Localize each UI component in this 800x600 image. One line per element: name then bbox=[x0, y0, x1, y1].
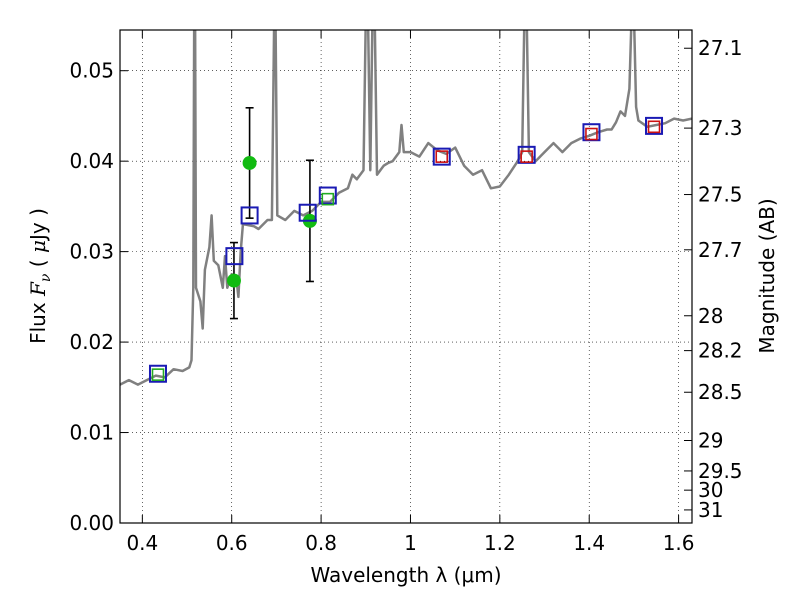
magnitude-tick-label: 27.7 bbox=[698, 238, 743, 262]
y-tick-label: 0.01 bbox=[69, 421, 114, 445]
model-inner-square bbox=[585, 127, 598, 141]
magnitude-tick-label: 29.5 bbox=[698, 459, 743, 483]
model-square bbox=[432, 147, 451, 166]
x-tick-label: 0.6 bbox=[216, 531, 248, 555]
y-tick-label: 0.00 bbox=[69, 511, 114, 535]
model-inner-square bbox=[321, 192, 335, 206]
y-tick-label: 0.03 bbox=[69, 240, 114, 264]
model-square bbox=[645, 116, 664, 135]
model-square bbox=[298, 203, 317, 222]
model-inner-square bbox=[151, 368, 165, 381]
model-square bbox=[225, 247, 244, 266]
x-axis-label: Wavelength λ (μm) bbox=[310, 563, 501, 587]
y-tick-label: 0.04 bbox=[69, 149, 114, 173]
observed-point bbox=[226, 273, 241, 288]
x-tick-label: 0.4 bbox=[126, 531, 158, 555]
axis-tick-labels: 0.4 0.6 0.8 1 1.2 1.4 1.6 0.00 0.01 0.02 0.03 0.04 0… bbox=[69, 36, 742, 555]
axis-ticks bbox=[120, 30, 692, 524]
magnitude-tick-label: 28 bbox=[698, 304, 723, 328]
x-tick-label: 1.6 bbox=[663, 531, 695, 555]
observed-point bbox=[242, 155, 257, 170]
model-square bbox=[148, 364, 167, 383]
x-tick-label: 1.4 bbox=[573, 531, 605, 555]
spectrum-line bbox=[120, 30, 692, 386]
data-points bbox=[148, 106, 664, 383]
magnitude-tick-label: 28.5 bbox=[698, 380, 743, 404]
y-tick-label: 0.02 bbox=[69, 330, 114, 354]
magnitude-tick-label: 27.5 bbox=[698, 183, 743, 207]
model-inner-square bbox=[647, 120, 661, 134]
model-inner-square bbox=[435, 150, 449, 163]
right-y-axis-label: Magnitude (AB) bbox=[755, 198, 779, 353]
x-tick-label: 1.2 bbox=[484, 531, 516, 555]
magnitude-tick-label: 28.2 bbox=[698, 339, 743, 363]
x-tick-label: 0.8 bbox=[305, 531, 337, 555]
magnitude-tick-label: 31 bbox=[698, 498, 723, 522]
model-inner-square bbox=[520, 150, 533, 163]
x-tick-label: 1 bbox=[404, 531, 417, 555]
model-square bbox=[240, 206, 259, 225]
magnitude-tick-label: 27.3 bbox=[698, 116, 743, 140]
magnitude-tick-label: 27.1 bbox=[698, 36, 743, 60]
y-tick-label: 0.05 bbox=[69, 59, 114, 83]
magnitude-tick-label: 30 bbox=[698, 478, 723, 502]
magnitude-tick-label: 29 bbox=[698, 428, 723, 452]
spectrum-series bbox=[120, 30, 692, 386]
model-square bbox=[318, 186, 337, 205]
plot-frame bbox=[119, 29, 693, 524]
